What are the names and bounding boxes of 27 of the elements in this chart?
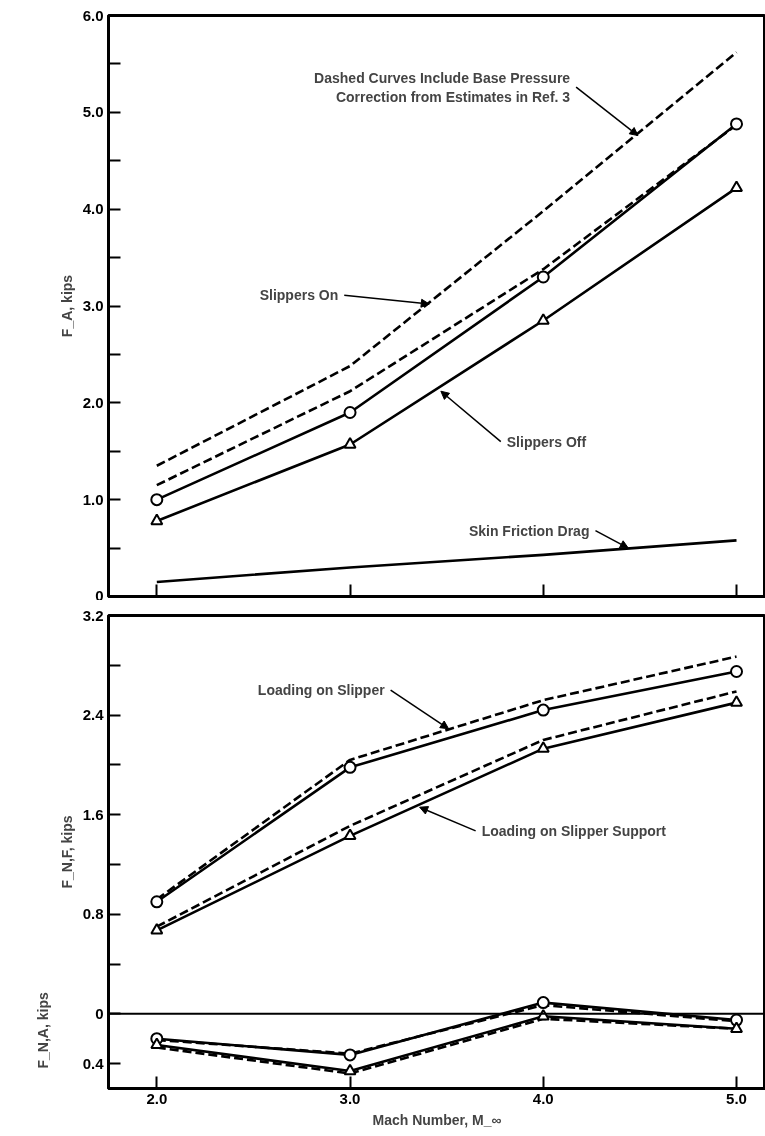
annotation: Dashed Curves Include Base Pressure Correction from Estimates in Ref. 3: [314, 69, 571, 105]
y-tick-label: 1.0: [82, 490, 104, 508]
y-tick-label: 0.8: [82, 905, 104, 923]
y-tick-label: 3.2: [82, 606, 104, 624]
y-tick-label: 2.0: [82, 393, 104, 411]
y-tick-label: 0: [95, 586, 104, 604]
x-tick-label: 2.0: [146, 1089, 168, 1107]
y-tick-label: 3.0: [82, 297, 104, 314]
y-axis-title: F_A, kips: [58, 274, 75, 338]
x-tick-label: 4.0: [532, 1089, 554, 1107]
y-tick-label: 0: [95, 1004, 104, 1022]
text: F_N,A, kips: [34, 992, 51, 1069]
y-tick-label: 4.0: [82, 200, 104, 218]
y-tick-label: 6.0: [82, 6, 104, 24]
x-tick-label: 3.0: [339, 1089, 361, 1107]
x-tick-label: 5.0: [726, 1089, 747, 1107]
y-axis-title: F_N,F, kips: [58, 815, 75, 889]
y-tick-label: 5.0: [82, 103, 104, 121]
y-tick-label: 0.4: [82, 1054, 105, 1072]
annotation: Skin Friction Drag: [468, 522, 590, 539]
x-axis-title: Mach Number, M_∞: [372, 1111, 502, 1128]
annotation: Loading on Slipper Support: [481, 822, 667, 839]
y-tick-label: 1.6: [82, 805, 104, 823]
y-tick-label: 2.4: [82, 706, 105, 724]
annotation: Slippers On: [259, 287, 339, 304]
annotation: Loading on Slipper: [257, 682, 386, 699]
annotation: Slippers Off: [506, 433, 587, 450]
